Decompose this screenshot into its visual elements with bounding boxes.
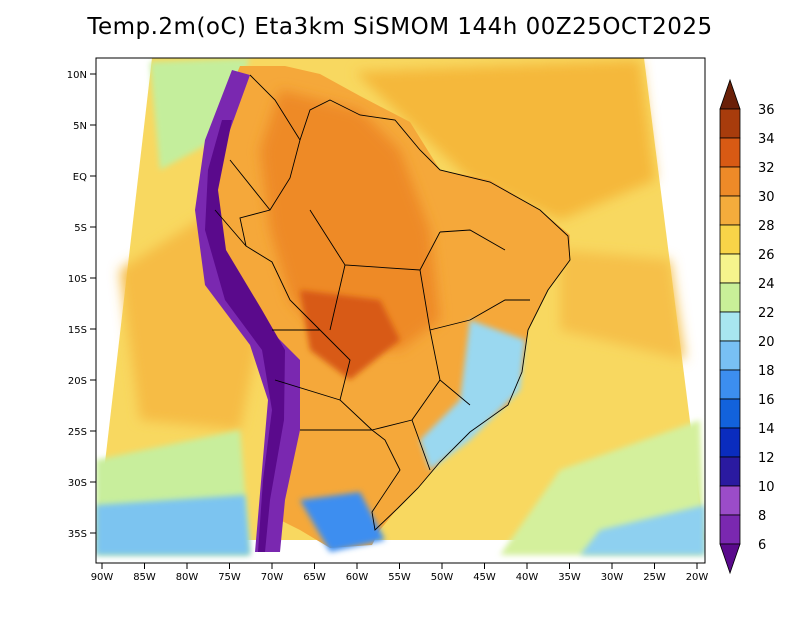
lon-tick-label: 20W (686, 572, 709, 583)
colorbar-label: 6 (758, 538, 766, 553)
temperature-field (96, 58, 705, 555)
colorbar-label: 24 (758, 277, 775, 292)
cold-band-pacific (96, 495, 250, 555)
colorbar-segment (719, 108, 741, 139)
lon-tick-label: 65W (303, 572, 326, 583)
lon-tick-label: 55W (388, 572, 411, 583)
colorbar-label: 36 (758, 103, 775, 118)
longitude-axis: 90W 85W 80W 75W 70W 65W 60W 55W 50W 45W 40W 35W 30W 2… (91, 563, 709, 583)
lat-tick-label: 20S (68, 376, 87, 387)
state-lines (309, 209, 530, 471)
colorbar-segment (719, 340, 741, 371)
lon-tick-label: 85W (133, 572, 156, 583)
colorbar-segment (719, 195, 741, 226)
lat-tick-label: 5N (73, 121, 87, 132)
colorbar-segment (719, 485, 741, 516)
lon-tick-label: 25W (643, 572, 666, 583)
lat-tick-label: 35S (68, 529, 87, 540)
colorbar-segment (719, 514, 741, 545)
hot-core (300, 290, 400, 380)
colorbar-label: 26 (758, 248, 775, 263)
brazil-border (239, 99, 571, 531)
colorbar-segment (719, 282, 741, 313)
lon-tick-label: 75W (218, 572, 241, 583)
lon-tick-label: 45W (473, 572, 496, 583)
colorbar-label: 32 (758, 161, 775, 176)
lat-tick-label: 15S (68, 325, 87, 336)
colorbar-segment (719, 369, 741, 400)
lon-tick-label: 35W (558, 572, 581, 583)
colorbar-segment (719, 311, 741, 342)
colorbar-label: 34 (758, 132, 775, 147)
lat-tick-label: 10N (67, 70, 87, 81)
lon-tick-label: 70W (261, 572, 284, 583)
andean-borders (214, 74, 372, 431)
colorbar-bottom-arrow (719, 543, 741, 575)
colorbar-segment (719, 137, 741, 168)
colorbar-label: 8 (758, 509, 766, 524)
lat-tick-label: 25S (68, 427, 87, 438)
lat-tick-label: 30S (68, 478, 87, 489)
colorbar-label: 18 (758, 364, 775, 379)
lat-tick-label: EQ (73, 172, 87, 183)
colorbar-label: 22 (758, 306, 775, 321)
hot-interior (260, 90, 440, 350)
lon-tick-label: 50W (431, 572, 454, 583)
colorbar-label: 16 (758, 393, 775, 408)
lon-tick-label: 90W (91, 572, 114, 583)
colorbar-label: 28 (758, 219, 775, 234)
colorbar-label: 12 (758, 451, 775, 466)
lon-tick-label: 60W (346, 572, 369, 583)
colorbar-label: 30 (758, 190, 775, 205)
map-title: Temp.2m(oC) Eta3km SiSMOM 144h 00Z25OCT2… (87, 14, 713, 40)
colorbar: 6 8 10 12 14 16 18 20 22 24 26 28 30 32 34 36 (719, 78, 775, 575)
country-borders (214, 74, 571, 531)
colorbar-segment (719, 427, 741, 458)
colorbar-top-arrow (719, 78, 741, 110)
colorbar-segment (719, 166, 741, 197)
latitude-axis: 10N 5N EQ 5S 10S 15S 20S 25S 30S 35S (67, 70, 96, 540)
colorbar-segment (719, 253, 741, 284)
lon-tick-label: 80W (176, 572, 199, 583)
colorbar-label: 10 (758, 480, 775, 495)
lat-tick-label: 5S (74, 223, 87, 234)
warm-ocean-atlantic (560, 250, 685, 360)
colorbar-segment (719, 224, 741, 255)
cold-band-atlantic (580, 505, 705, 555)
colorbar-segment (719, 456, 741, 487)
andes-deep-cold (205, 120, 285, 552)
warm-ocean-north (355, 60, 655, 220)
cool-southeast (420, 320, 525, 470)
cool-band-north (150, 58, 250, 170)
lon-tick-label: 40W (516, 572, 539, 583)
colorbar-label: 20 (758, 335, 775, 350)
colorbar-label: 14 (758, 422, 775, 437)
map-frame (95, 57, 706, 564)
lat-tick-label: 10S (68, 274, 87, 285)
colorbar-segment (719, 398, 741, 429)
lon-tick-label: 30W (601, 572, 624, 583)
cool-south (300, 492, 385, 552)
